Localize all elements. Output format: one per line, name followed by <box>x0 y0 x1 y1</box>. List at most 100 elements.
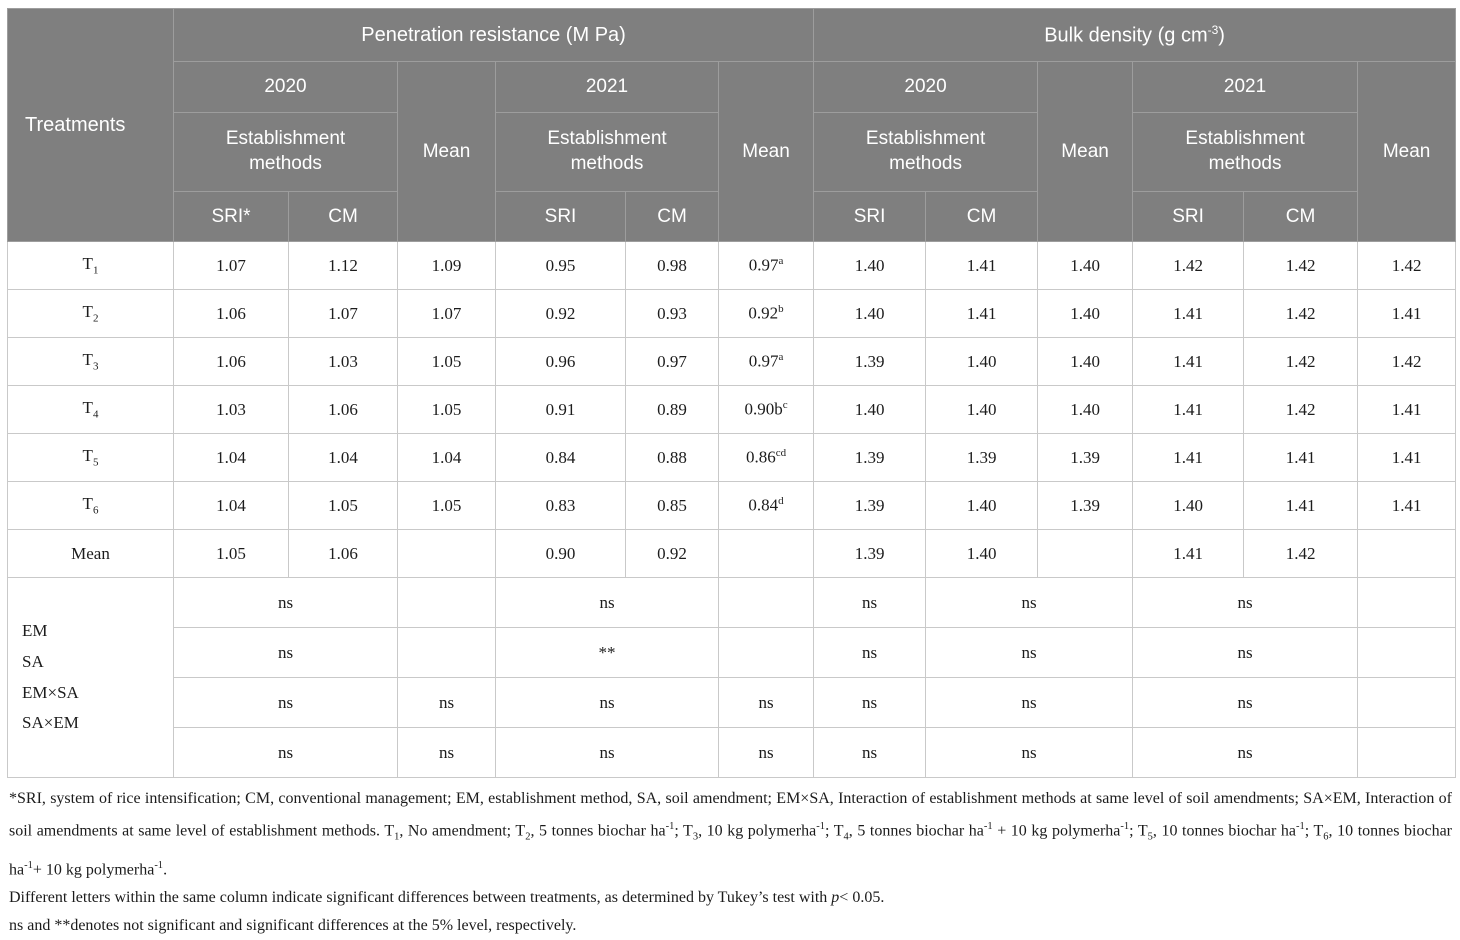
col-header-sri: SRI* <box>173 191 289 242</box>
stats-value-cell: ns <box>925 577 1134 628</box>
col-header-cm: CM <box>925 191 1039 242</box>
mean-value-cell <box>1037 529 1134 578</box>
value-cell: 1.41 <box>1357 481 1457 530</box>
mean-value-cell <box>397 529 496 578</box>
value-cell: 1.40 <box>1037 289 1134 338</box>
col-group-bulk-density: Bulk density (g cm-3) <box>813 8 1457 62</box>
value-cell: 1.05 <box>397 481 496 530</box>
table-footnotes: *SRI, system of rice intensification; CM… <box>7 785 1455 940</box>
value-cell: 1.41 <box>1243 481 1359 530</box>
treatment-row: T2 1.06 1.07 1.07 0.92 0.93 0.92b 1.40 1.41 1.40 1… <box>7 289 1457 338</box>
value-cell: 1.42 <box>1357 337 1457 386</box>
value-cell: 1.42 <box>1243 241 1359 290</box>
stats-value-cell: ns <box>173 727 398 778</box>
col-header-treatments: Treatments <box>7 8 174 242</box>
stats-value-cell: ns <box>173 677 398 728</box>
value-cell: 1.40 <box>925 481 1039 530</box>
treatment-label-cell: T4 <box>7 385 174 434</box>
col-header-establishment-bd-2020: Establishment methods <box>813 112 1039 192</box>
mean-value-cell: 1.42 <box>1243 529 1359 578</box>
value-cell: 0.97a <box>717 337 815 386</box>
col-header-pr-2020: 2020 <box>173 61 398 113</box>
value-cell: 1.03 <box>173 385 289 434</box>
stats-value-cell <box>1357 627 1457 678</box>
stats-value-cell: ns <box>495 677 719 728</box>
value-cell: 0.93 <box>625 289 719 338</box>
stats-value-cell: ns <box>173 627 398 678</box>
value-cell: 1.41 <box>1357 385 1457 434</box>
footnote-tukey: Different letters within the same column… <box>9 888 885 906</box>
value-cell: 1.42 <box>1243 289 1359 338</box>
value-cell: 1.42 <box>1243 385 1359 434</box>
stats-value-cell <box>717 577 815 628</box>
col-header-establishment-pr-2020: Establishment methods <box>173 112 398 192</box>
value-cell: 1.39 <box>813 337 927 386</box>
value-cell: 1.40 <box>813 385 927 434</box>
value-cell: 0.85 <box>625 481 719 530</box>
stats-value-cell: ns <box>813 727 927 778</box>
treatment-row: T4 1.03 1.06 1.05 0.91 0.89 0.90bc 1.40 1.40 1.40… <box>7 385 1457 434</box>
value-cell: 1.05 <box>397 385 496 434</box>
stats-value-cell: ** <box>495 627 719 678</box>
stats-value-cell: ns <box>1132 627 1359 678</box>
value-cell: 1.07 <box>288 289 398 338</box>
mean-value-cell: 0.92 <box>625 529 719 578</box>
header-row-years: 2020 Mean 2021 Mean 2020 Mean 2021 Mean <box>8 61 1457 242</box>
stats-value-cell: ns <box>813 627 927 678</box>
value-cell: 1.42 <box>1243 337 1359 386</box>
stats-row: ns ns ns ns ns ns ns <box>8 677 1457 728</box>
treatment-row: T1 1.07 1.12 1.09 0.95 0.98 0.97a 1.40 1.41 1.40 1… <box>7 241 1457 290</box>
col-header-bd-2021: 2021 <box>1132 61 1359 113</box>
stats-row: ns ns ns ns ns ns ns <box>8 727 1457 778</box>
value-cell: 1.04 <box>173 481 289 530</box>
value-cell: 1.40 <box>1037 385 1134 434</box>
stats-value-cell: ns <box>925 677 1134 728</box>
value-cell: 1.03 <box>288 337 398 386</box>
mean-value-cell <box>717 529 815 578</box>
mean-value-cell: 1.06 <box>288 529 398 578</box>
value-cell: 0.97 <box>625 337 719 386</box>
header-row-groups: Treatments Penetration resistance (M Pa)… <box>7 8 1457 242</box>
value-cell: 0.92b <box>717 289 815 338</box>
treatment-label-cell: T2 <box>7 289 174 338</box>
treatment-label-cell: T1 <box>7 241 174 290</box>
value-cell: 0.95 <box>495 241 626 290</box>
value-cell: 1.39 <box>813 433 927 482</box>
col-header-bd-2020-mean: Mean <box>1037 61 1134 242</box>
value-cell: 1.39 <box>925 433 1039 482</box>
stats-row: EM SA EM×SA SA×EM ns ns ns ns ns <box>7 577 1457 778</box>
value-cell: 1.07 <box>397 289 496 338</box>
treatment-label-cell: T3 <box>7 337 174 386</box>
mean-row-label-cell: Mean <box>7 529 174 578</box>
stats-value-cell: ns <box>1132 577 1359 628</box>
value-cell: 1.41 <box>1132 337 1245 386</box>
col-header-sri: SRI <box>1132 191 1245 242</box>
stats-value-cell: ns <box>717 727 815 778</box>
col-header-pr-2021: 2021 <box>495 61 719 113</box>
value-cell: 1.39 <box>813 481 927 530</box>
col-header-establishment-pr-2021: Establishment methods <box>495 112 719 192</box>
value-cell: 1.06 <box>173 337 289 386</box>
value-cell: 1.41 <box>1132 433 1245 482</box>
stats-value-cell: ns <box>717 677 815 728</box>
value-cell: 0.92 <box>495 289 626 338</box>
value-cell: 0.88 <box>625 433 719 482</box>
stats-value-cell: ns <box>1132 727 1359 778</box>
mean-value-cell: 1.40 <box>925 529 1039 578</box>
col-header-cm: CM <box>288 191 398 242</box>
treatment-label-cell: T6 <box>7 481 174 530</box>
value-cell: 1.05 <box>397 337 496 386</box>
stats-value-cell: ns <box>397 727 496 778</box>
value-cell: 0.91 <box>495 385 626 434</box>
value-cell: 0.90bc <box>717 385 815 434</box>
stats-value-cell <box>717 627 815 678</box>
mean-value-cell: 0.90 <box>495 529 626 578</box>
treatment-row: T6 1.04 1.05 1.05 0.83 0.85 0.84d 1.39 1.40 1.39 1… <box>7 481 1457 530</box>
mean-value-cell <box>1357 529 1457 578</box>
value-cell: 1.41 <box>1357 289 1457 338</box>
stats-value-cell <box>397 627 496 678</box>
col-header-sri: SRI <box>495 191 626 242</box>
header-row-methods: SRI* CM SRI CM SRI CM SRI CM <box>8 191 1456 242</box>
mean-value-cell: 1.41 <box>1132 529 1245 578</box>
